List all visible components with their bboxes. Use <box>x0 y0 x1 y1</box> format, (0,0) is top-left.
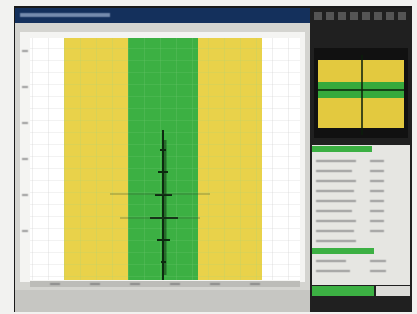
page <box>0 0 417 314</box>
title-text-blur <box>20 13 110 17</box>
tool-button[interactable] <box>386 12 394 20</box>
tool-button[interactable] <box>326 12 334 20</box>
action-button[interactable] <box>376 286 410 296</box>
thumb-yellow <box>318 98 404 128</box>
property-list <box>312 145 410 285</box>
tool-button[interactable] <box>350 12 358 20</box>
thumb-yellow <box>318 60 404 82</box>
action-button[interactable] <box>312 286 374 296</box>
tool-button[interactable] <box>398 12 406 20</box>
tool-button[interactable] <box>338 12 346 20</box>
tool-button[interactable] <box>362 12 370 20</box>
tool-button[interactable] <box>314 12 322 20</box>
status-bar <box>15 290 310 312</box>
list-header <box>312 248 374 254</box>
list-header <box>312 146 372 152</box>
tool-button[interactable] <box>374 12 382 20</box>
screenshot <box>0 0 417 314</box>
